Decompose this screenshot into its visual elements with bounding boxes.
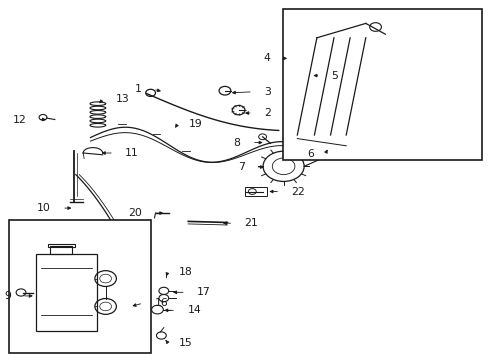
Bar	[50, 246, 72, 254]
Text: 16: 16	[154, 298, 168, 308]
Bar	[282, 9, 481, 160]
Text: 22: 22	[291, 186, 305, 197]
Text: 6: 6	[306, 149, 313, 159]
Text: 9: 9	[4, 291, 11, 301]
Text: 3: 3	[264, 87, 270, 97]
Text: 13: 13	[115, 94, 129, 104]
Bar	[245, 187, 267, 196]
Text: 4: 4	[263, 53, 269, 63]
Text: 7: 7	[237, 162, 244, 172]
Text: 10: 10	[37, 203, 51, 213]
Bar	[48, 244, 75, 247]
Text: 5: 5	[331, 71, 338, 81]
Text: 17: 17	[197, 287, 210, 297]
Text: 20: 20	[128, 208, 142, 218]
Text: 19: 19	[188, 119, 202, 129]
Text: 1: 1	[135, 84, 142, 94]
Text: 21: 21	[244, 218, 258, 228]
Text: 14: 14	[187, 305, 201, 315]
Bar	[9, 220, 150, 353]
Text: 18: 18	[179, 267, 192, 277]
Text: 2: 2	[264, 108, 270, 118]
Text: 15: 15	[179, 338, 192, 348]
Text: 11: 11	[125, 148, 139, 158]
Text: 12: 12	[13, 114, 26, 125]
Text: 8: 8	[233, 138, 240, 148]
Bar	[36, 254, 97, 331]
